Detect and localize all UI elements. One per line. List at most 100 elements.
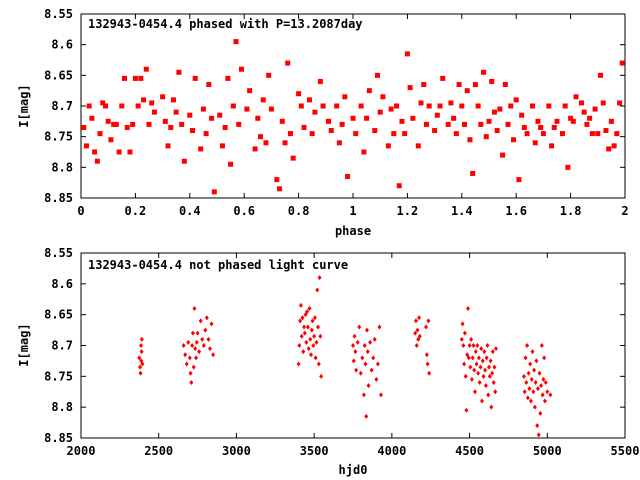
data-point [355, 339, 360, 345]
data-point [141, 97, 147, 103]
data-point [426, 318, 431, 324]
data-point [459, 336, 464, 342]
data-point [532, 367, 537, 373]
data-point [138, 343, 143, 348]
data-point [217, 112, 223, 118]
data-point [380, 94, 386, 100]
data-point [143, 66, 149, 72]
data-point [209, 115, 215, 121]
data-point [535, 423, 540, 429]
data-point [581, 109, 587, 115]
data-point [426, 103, 432, 109]
data-point [301, 124, 307, 130]
data-point [424, 352, 429, 358]
data-point [595, 131, 601, 137]
data-point [319, 373, 324, 379]
data-point [513, 97, 519, 103]
data-point [469, 376, 474, 382]
y-tick-label: 8.55 [44, 246, 73, 260]
data-point [181, 158, 187, 164]
data-point [290, 155, 296, 161]
data-point [472, 82, 478, 88]
data-point [549, 143, 555, 149]
data-point [320, 103, 326, 109]
data-point [139, 336, 144, 342]
data-point [461, 343, 466, 348]
data-point [474, 361, 479, 367]
data-point [358, 370, 363, 376]
data-point [310, 318, 315, 324]
data-point [480, 358, 485, 364]
data-point [417, 333, 422, 339]
x-tick-label: 3500 [300, 444, 329, 458]
data-point [140, 361, 145, 367]
data-point [578, 100, 584, 106]
data-point [311, 343, 316, 348]
chart-title: 132943-0454.4 not phased light curve [88, 258, 348, 272]
data-point [462, 330, 467, 336]
data-point [302, 330, 307, 336]
data-point [168, 124, 174, 130]
data-point [462, 121, 468, 127]
data-point [130, 121, 136, 127]
data-point [312, 109, 318, 115]
data-point [351, 343, 355, 348]
data-point [416, 336, 421, 342]
y-axis-label: I[mag] [17, 323, 31, 366]
data-point [529, 376, 534, 382]
data-point [368, 339, 373, 345]
data-point [179, 121, 185, 127]
data-point [305, 324, 310, 330]
y-tick-label: 8.6 [51, 277, 73, 291]
data-point [162, 118, 168, 124]
data-point [111, 121, 117, 127]
data-point [208, 346, 213, 352]
data-point [192, 306, 197, 311]
data-point [139, 349, 144, 355]
y-tick-label: 8.7 [51, 99, 73, 113]
data-point [541, 376, 546, 382]
axis-ticks: 2000 2500 3000 3500 4000 4500 5000 5500 8.55 8.6 8… [44, 246, 639, 458]
data-point [122, 75, 128, 81]
data-point [466, 306, 471, 311]
data-point [493, 346, 498, 352]
data-point [357, 324, 362, 330]
x-tick-label: 2000 [67, 444, 96, 458]
data-point [424, 324, 429, 330]
data-point [244, 106, 250, 112]
data-point [521, 124, 527, 130]
data-point [358, 103, 364, 109]
x-tick-label: 1.2 [397, 204, 419, 218]
data-point [266, 72, 272, 78]
data-point [460, 321, 465, 327]
data-point [415, 327, 420, 333]
data-point [236, 121, 242, 127]
data-point [192, 75, 198, 81]
x-tick-label: 4500 [455, 444, 484, 458]
data-point [138, 75, 144, 81]
y-tick-label: 8.65 [44, 308, 73, 322]
data-point [203, 327, 208, 333]
data-point [303, 312, 308, 318]
data-point [617, 100, 623, 106]
data-point [372, 128, 378, 134]
data-point [497, 106, 503, 112]
data-point [317, 78, 323, 84]
data-point [94, 158, 100, 164]
data-point [312, 333, 317, 339]
data-point [480, 398, 485, 404]
data-point [200, 106, 206, 112]
data-point [475, 103, 481, 109]
x-tick-label: 5500 [611, 444, 640, 458]
data-point [309, 131, 315, 137]
data-point [470, 170, 476, 176]
data-point [437, 103, 443, 109]
data-point [138, 370, 143, 376]
data-point [119, 103, 125, 109]
data-point [487, 373, 492, 379]
data-point [402, 131, 408, 137]
data-point [606, 146, 612, 152]
data-point [489, 78, 495, 84]
data-point [522, 389, 527, 395]
data-point [105, 118, 111, 124]
